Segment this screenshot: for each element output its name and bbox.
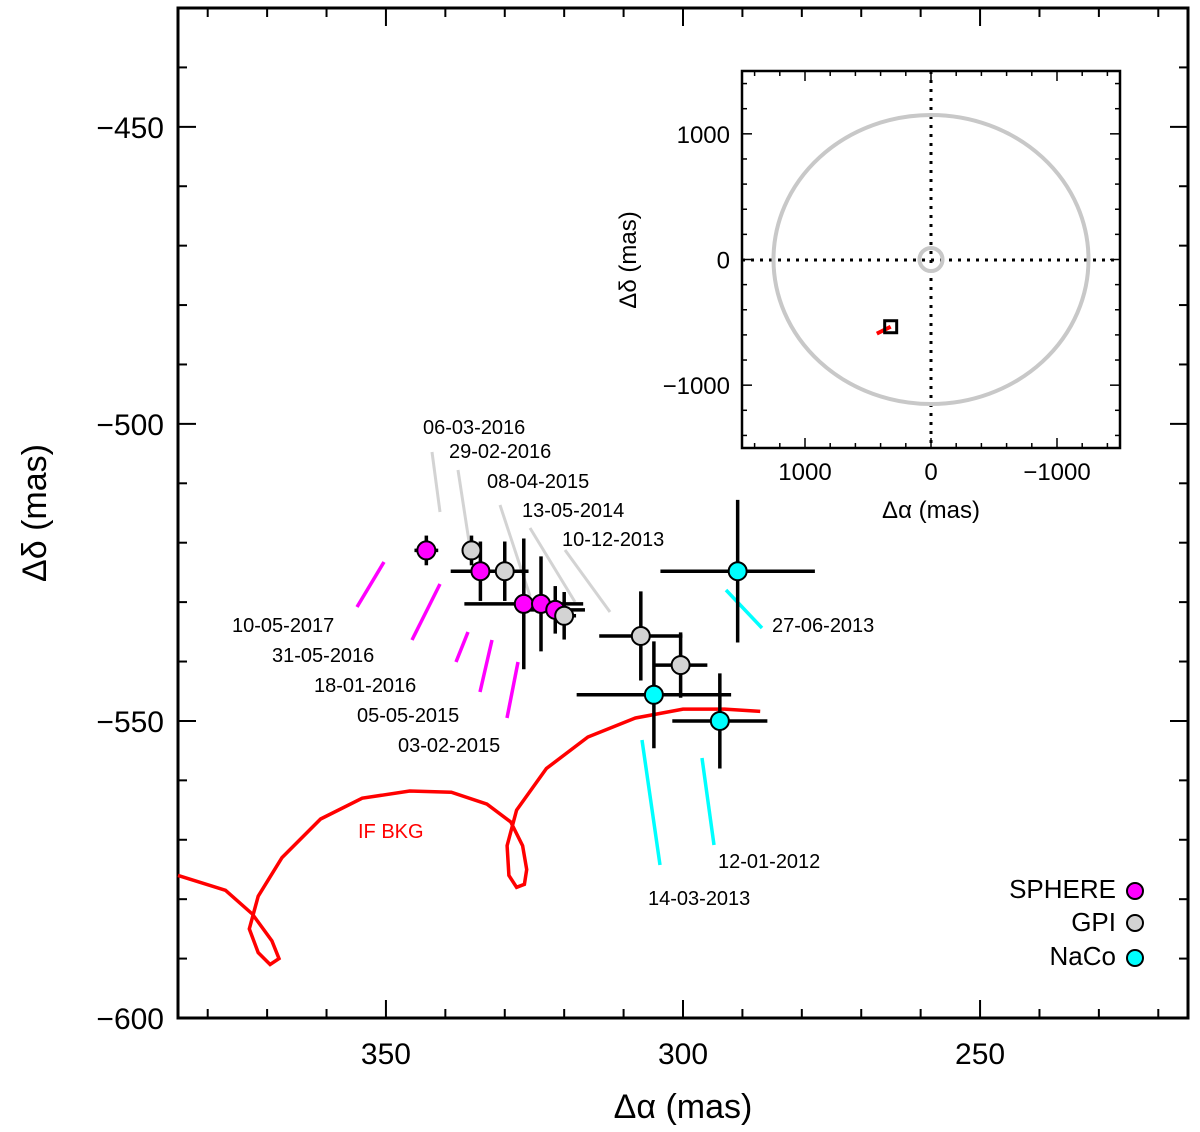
inset-axis-ticks: 1000 0 −1000 1000 0 −1000	[663, 71, 1120, 486]
inset-y-tick-label-1000: 1000	[677, 122, 730, 149]
legend-marker-sphere	[1126, 882, 1144, 900]
date-label-14-03-2013: 14-03-2013	[648, 888, 750, 910]
leader-03-02-2015	[505, 661, 520, 719]
point-gpi-29-02-2016	[494, 561, 515, 582]
point-gpi-13-05-2014	[630, 625, 651, 646]
date-label-10-12-2013: 10-12-2013	[562, 529, 664, 551]
point-gpi-06-03-2016	[461, 540, 482, 561]
x-tick-label-350: 350	[361, 1038, 411, 1071]
y-tick-label--500: −500	[96, 409, 164, 442]
leader-29-02-2016	[456, 469, 472, 549]
point-gpi-08-04-2015	[554, 605, 575, 626]
inset-x-tick-label--1000: −1000	[1023, 459, 1090, 486]
inset-x-axis-title: Δα (mas)	[882, 497, 980, 524]
point-gpi-10-12-2013	[670, 655, 691, 676]
point-sphere-18-01-2016	[513, 593, 534, 614]
date-label-08-04-2015: 08-04-2015	[487, 471, 589, 493]
legend: SPHERE GPI NaCo	[1009, 874, 1144, 971]
inset-x-tick-label-0: 0	[924, 459, 937, 486]
inset-y-tick-label-0: 0	[717, 248, 730, 275]
legend-label-sphere: SPHERE	[1009, 874, 1116, 904]
background-track-label: IF BKG	[358, 821, 424, 843]
leader-05-05-2015	[478, 639, 494, 693]
date-label-10-05-2017: 10-05-2017	[232, 615, 334, 637]
date-label-18-01-2016: 18-01-2016	[314, 675, 416, 697]
data-markers	[416, 540, 748, 731]
leader-06-03-2016	[430, 451, 442, 513]
point-naco-12-01-2012	[709, 710, 730, 731]
inset-y-tick-label--1000: −1000	[663, 373, 730, 400]
date-label-13-05-2014: 13-05-2014	[522, 500, 624, 522]
leader-12-01-2012	[700, 757, 716, 846]
inset-plot: 1000 0 −1000 1000 0 −1000 Δα (mas) Δδ (mas)	[615, 69, 1122, 524]
point-naco-27-06-2013	[727, 561, 748, 582]
date-label-27-06-2013: 27-06-2013	[772, 615, 874, 637]
legend-label-naco: NaCo	[1050, 941, 1116, 971]
x-tick-label-300: 300	[658, 1038, 708, 1071]
y-axis-title: Δδ (mas)	[16, 444, 54, 582]
leader-14-03-2013	[640, 739, 662, 866]
y-tick-label--550: −550	[96, 706, 164, 739]
date-label-29-02-2016: 29-02-2016	[449, 441, 551, 463]
date-label-05-05-2015: 05-05-2015	[357, 705, 459, 727]
y-tick-label--450: −450	[96, 112, 164, 145]
background-track-line	[177, 707, 761, 967]
y-tick-label--600: −600	[96, 1003, 164, 1036]
point-sphere-10-05-2017	[416, 540, 437, 561]
point-naco-14-03-2013	[643, 684, 664, 705]
inset-y-axis-title: Δδ (mas)	[615, 211, 642, 308]
leader-13-05-2014	[528, 527, 577, 603]
leader-10-05-2017	[355, 561, 386, 608]
leader-27-06-2013	[724, 588, 764, 630]
legend-marker-gpi	[1126, 914, 1144, 932]
leader-18-01-2016	[454, 631, 470, 663]
date-label-03-02-2015: 03-02-2015	[398, 735, 500, 757]
x-axis-title: Δα (mas)	[614, 1088, 753, 1126]
date-label-12-01-2012: 12-01-2012	[718, 851, 820, 873]
inset-x-tick-label-1000: 1000	[778, 459, 831, 486]
legend-marker-naco	[1126, 949, 1144, 967]
date-label-31-05-2016: 31-05-2016	[272, 645, 374, 667]
legend-label-gpi: GPI	[1071, 907, 1116, 937]
main-axis-ticks: 350 300 250 −450 −500 −550 −600	[96, 7, 1188, 1071]
inset-orbit-outer	[771, 112, 1091, 407]
point-sphere-31-05-2016	[470, 561, 491, 582]
inset-orbit-inner	[917, 245, 945, 274]
date-label-06-03-2016: 06-03-2016	[423, 417, 525, 439]
x-tick-label-250: 250	[955, 1038, 1005, 1071]
inset-object-marker	[883, 319, 899, 335]
leader-31-05-2016	[410, 583, 442, 641]
date-labels: 06-03-2016 29-02-2016 08-04-2015 13-05-2…	[232, 417, 874, 910]
leader-10-12-2013	[563, 549, 612, 613]
